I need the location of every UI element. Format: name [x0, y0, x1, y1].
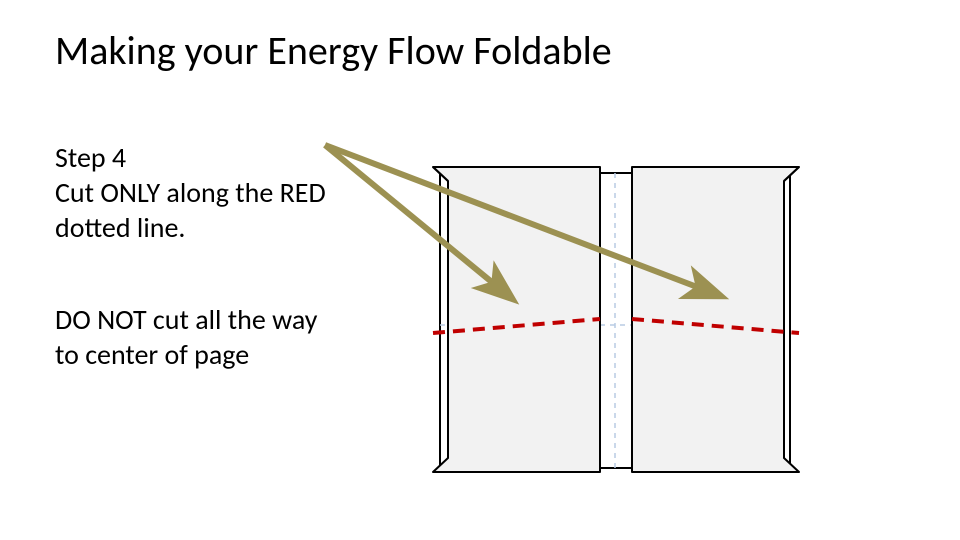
- step-label: Step 4: [55, 140, 126, 175]
- instruction-cut: Cut ONLY along the RED dotted line.: [55, 175, 326, 245]
- instruction-donot: DO NOT cut all the way to center of page: [55, 302, 317, 372]
- page-title: Making your Energy Flow Foldable: [55, 26, 612, 75]
- slide-canvas: Making your Energy Flow Foldable Step 4 …: [0, 0, 960, 540]
- instruction-donot-line1: DO NOT cut all the way: [55, 302, 317, 337]
- instruction-donot-line2: to center of page: [55, 337, 317, 372]
- instruction-cut-line2: dotted line.: [55, 210, 326, 245]
- instruction-cut-line1: Cut ONLY along the RED: [55, 175, 326, 210]
- foldable-diagram: [400, 155, 900, 495]
